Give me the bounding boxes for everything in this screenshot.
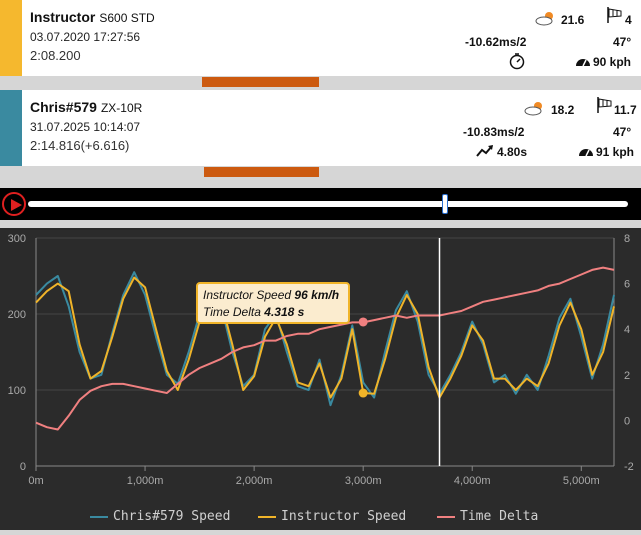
decel-value: -10.62ms/2 (465, 35, 527, 49)
playback-slider-thumb[interactable] (442, 194, 448, 214)
speed-value: 91 kph (596, 145, 635, 159)
wind-value: 11.7 (614, 103, 637, 117)
y-right-tick-label: -2 (624, 461, 634, 473)
series-line-time-delta (35, 266, 615, 431)
y-right-tick-label: 0 (624, 415, 630, 427)
telemetry-chart[interactable]: 0 100 200 300 -2 0 2 4 6 8 0m 1,000m 2,000m 3,000m 4,0… (0, 228, 641, 530)
sun-cloud-icon (523, 100, 547, 121)
y-right-tick-label: 6 (624, 279, 630, 291)
time-stat-value: 4.80s (497, 145, 528, 159)
chart-tooltip: Instructor Speed 96 km/h Time Delta 4.31… (196, 282, 350, 324)
playback-track[interactable] (28, 201, 628, 207)
session-datetime: 31.07.2025 10:14:07 (30, 120, 141, 134)
wind-value: 4 (625, 13, 632, 27)
temperature-value: 21.6 (561, 13, 585, 27)
y-left-tick-label: 200 (8, 309, 26, 321)
play-icon (11, 199, 22, 211)
bike-model: S600 STD (99, 11, 155, 25)
lean-angle-value: 47° (613, 125, 632, 139)
lap-time: 2:08.200 (30, 48, 81, 63)
legend-item-time-delta[interactable]: Time Delta (437, 509, 538, 524)
session-card-instructor[interactable]: Instructor S600 STD 03.07.2020 17:27:56 2… (0, 0, 641, 76)
y-left-tick-label: 100 (8, 385, 26, 397)
bike-model: ZX-10R (100, 101, 143, 115)
tooltip-value-2: 4.318 s (264, 305, 305, 319)
speedometer-icon (578, 144, 594, 163)
lap-time: 2:14.816(+6.616) (30, 138, 130, 153)
x-tick-label: 3,000m (345, 475, 382, 487)
telemetry-chart-area: 0 100 200 300 -2 0 2 4 6 8 0m 1,000m 2,000m 3,000m 4,0… (0, 228, 641, 530)
highlight-point (358, 388, 368, 398)
x-tick-label: 5,000m (563, 475, 600, 487)
decel-value: -10.83ms/2 (463, 125, 525, 139)
tooltip-label-2: Time Delta (203, 305, 261, 319)
rider-name: Chris#579 ZX-10R (30, 99, 143, 115)
session1-time-bar (202, 77, 319, 87)
highlight-point (358, 317, 368, 327)
session2-time-bar (204, 167, 319, 177)
y-left-tick-label: 0 (20, 461, 26, 473)
x-tick-label: 2,000m (236, 475, 273, 487)
y-left-tick-label: 300 (8, 233, 26, 245)
legend-item-chris-speed[interactable]: Chris#579 Speed (90, 509, 230, 524)
chart-legend: Chris#579 Speed Instructor Speed Time De… (0, 509, 641, 527)
stopwatch-icon[interactable] (508, 52, 526, 75)
tooltip-label-1: Instructor Speed (203, 288, 292, 302)
session-card-chris[interactable]: Chris#579 ZX-10R 31.07.2025 10:14:07 2:14… (0, 90, 641, 166)
speedometer-icon (575, 54, 591, 73)
windsock-icon (596, 96, 614, 119)
y-right-tick-label: 8 (624, 233, 630, 245)
series-line-instructor-speed (35, 276, 615, 399)
session-color-stripe (0, 90, 22, 166)
tooltip-value-1: 96 km/h (294, 288, 340, 302)
speed-value: 90 kph (593, 55, 632, 69)
session-color-stripe (0, 0, 22, 76)
x-tick-label: 0m (28, 475, 43, 487)
x-tick-label: 1,000m (127, 475, 164, 487)
rider-name: Instructor S600 STD (30, 9, 155, 25)
x-tick-label: 4,000m (454, 475, 491, 487)
y-right-tick-label: 4 (624, 324, 630, 336)
session-datetime: 03.07.2020 17:27:56 (30, 30, 141, 44)
legend-item-instructor-speed[interactable]: Instructor Speed (258, 509, 406, 524)
play-button[interactable] (2, 192, 26, 216)
temperature-value: 18.2 (551, 103, 575, 117)
lean-angle-value: 47° (613, 35, 632, 49)
y-right-tick-label: 2 (624, 370, 630, 382)
sun-cloud-icon (534, 10, 558, 31)
playback-bar (0, 188, 641, 220)
windsock-icon (606, 6, 624, 29)
trend-icon (476, 144, 494, 163)
